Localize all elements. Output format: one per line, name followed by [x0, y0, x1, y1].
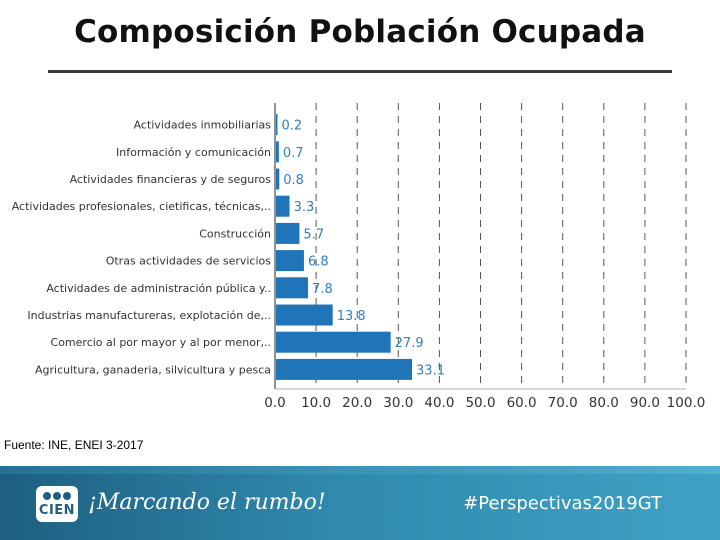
footer-banner: CIEN ¡Marcando el rumbo! #Perspectivas20…: [0, 466, 720, 540]
category-label: Otras actividades de servicios: [106, 255, 272, 268]
bar: [276, 141, 279, 163]
logo-dots-icon: [43, 490, 71, 502]
value-label: 13.8: [337, 309, 366, 324]
value-label: 7.8: [312, 282, 333, 297]
bar: [276, 304, 333, 326]
bar-chart: Actividades inmobiliarias 0.2 Información …: [12, 103, 706, 411]
value-label: 6.8: [308, 255, 329, 270]
x-tick-label: 60.0: [507, 395, 537, 411]
category-label: Actividades profesionales, cietificas, t…: [12, 200, 271, 213]
page-title: Composición Población Ocupada: [74, 14, 646, 50]
bar: [276, 250, 304, 272]
value-label: 33.1: [416, 363, 445, 378]
bar: [276, 195, 290, 217]
x-tick-label: 80.0: [589, 395, 619, 411]
category-label: Actividades financieras y de seguros: [70, 173, 272, 186]
x-tick-label: 0.0: [264, 395, 285, 411]
x-tick-label: 10.0: [301, 395, 331, 411]
x-tick-label: 100.0: [667, 395, 706, 411]
bar: [276, 114, 278, 136]
value-label: 0.8: [283, 173, 304, 188]
category-label: Construcción: [199, 227, 271, 240]
logo-text: CIEN: [38, 503, 76, 518]
bar: [276, 168, 280, 190]
x-tick-label: 50.0: [465, 395, 495, 411]
value-label: 5.7: [303, 227, 324, 242]
category-label: Comercio al por mayor y al por menor,..: [51, 336, 271, 349]
x-tick-label: 90.0: [630, 395, 660, 411]
category-label: Agricultura, ganaderia, silvicultura y p…: [35, 363, 271, 376]
value-label: 3.3: [294, 200, 315, 215]
x-tick-label: 30.0: [383, 395, 413, 411]
value-label: 0.2: [282, 119, 303, 134]
x-tick-label: 20.0: [342, 395, 372, 411]
value-label: 0.7: [283, 146, 304, 161]
slogan: ¡Marcando el rumbo!: [88, 490, 326, 515]
x-tick-label: 40.0: [424, 395, 454, 411]
bar: [276, 358, 413, 380]
value-label: 27.9: [395, 336, 424, 351]
source-note: Fuente: INE, ENEI 3-2017: [4, 438, 144, 452]
category-label: Industrias manufactureras, explotación d…: [27, 309, 271, 322]
bar: [276, 331, 391, 353]
title-divider: [48, 70, 672, 73]
category-label: Actividades inmobiliarias: [134, 119, 272, 132]
category-label: Información y comunicación: [116, 146, 271, 159]
bar: [276, 222, 300, 244]
cien-logo: CIEN: [36, 486, 78, 522]
hashtag: #Perspectivas2019GT: [463, 493, 662, 514]
x-tick-label: 70.0: [548, 395, 578, 411]
bar: [276, 277, 309, 299]
category-label: Actividades de administración pública y.…: [46, 282, 271, 295]
